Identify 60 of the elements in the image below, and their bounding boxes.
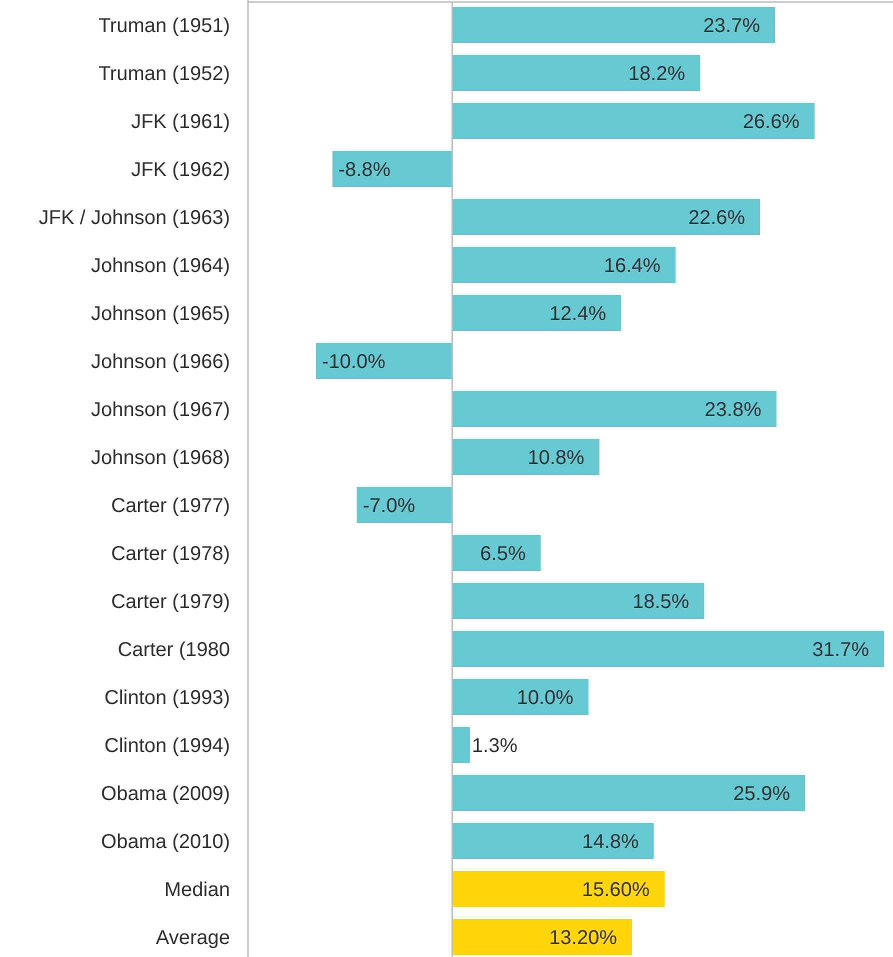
bar (452, 631, 884, 667)
bar (452, 295, 622, 331)
data-label: 15.60% (582, 879, 650, 901)
y-tick-label: Truman (1951) (98, 15, 230, 37)
y-tick-label: Carter (1977) (111, 495, 230, 517)
data-label: -10.0% (322, 351, 386, 373)
data-label: 16.4% (604, 255, 661, 277)
data-label: 14.8% (582, 831, 640, 853)
data-label: -8.8% (338, 159, 391, 181)
y-tick-label: JFK (1961) (131, 111, 230, 133)
bar (452, 535, 541, 571)
data-label: 10.0% (516, 687, 574, 709)
bar (452, 103, 815, 139)
y-tick-label: Clinton (1993) (104, 687, 230, 709)
bar (452, 919, 632, 955)
y-tick-label: Johnson (1967) (91, 399, 230, 421)
y-tick-label: Johnson (1965) (91, 303, 230, 325)
y-tick-label: Johnson (1966) (91, 351, 230, 373)
y-tick-label: Carter (1979) (111, 591, 230, 613)
bar (452, 727, 470, 763)
y-tick-label: Carter (1978) (111, 543, 230, 565)
data-label: 1.3% (472, 735, 518, 757)
bar (356, 487, 452, 523)
data-label: 31.7% (812, 639, 870, 661)
y-tick-label: Obama (2010) (101, 831, 230, 853)
data-label: 13.20% (549, 927, 618, 949)
data-label: 10.8% (528, 447, 585, 469)
data-label: 12.4% (549, 303, 606, 325)
data-label: 25.9% (733, 783, 790, 805)
bar (452, 823, 654, 859)
bar (452, 583, 704, 619)
y-tick-label: Truman (1952) (98, 63, 230, 85)
y-tick-label: JFK (1962) (131, 159, 230, 181)
data-label: 23.7% (703, 15, 760, 37)
y-tick-label: Johnson (1968) (91, 447, 230, 469)
data-label: 18.5% (632, 591, 690, 613)
bar (452, 439, 600, 475)
y-tick-label: Obama (2009) (101, 783, 230, 805)
y-tick-label: Carter (1980 (118, 639, 230, 661)
bar (452, 7, 776, 43)
data-label: -7.0% (362, 495, 416, 517)
y-tick-label: Median (164, 879, 230, 901)
data-label: 6.5% (480, 543, 526, 565)
bar (452, 247, 676, 283)
y-tick-label: Clinton (1994) (104, 735, 230, 757)
y-tick-label: Average (156, 927, 230, 949)
bar (316, 343, 452, 379)
y-tick-label: JFK / Johnson (1963) (38, 207, 230, 229)
bar (452, 55, 700, 91)
y-tick-label: Johnson (1964) (91, 255, 230, 277)
bar (452, 199, 760, 235)
bar (452, 775, 805, 811)
bar (332, 151, 452, 187)
data-label: 18.2% (628, 63, 686, 85)
data-label: 26.6% (742, 111, 800, 133)
data-label: 22.6% (688, 207, 746, 229)
bar (452, 391, 776, 427)
data-label: 23.8% (704, 399, 762, 421)
bar (452, 679, 588, 715)
bar (452, 871, 665, 907)
